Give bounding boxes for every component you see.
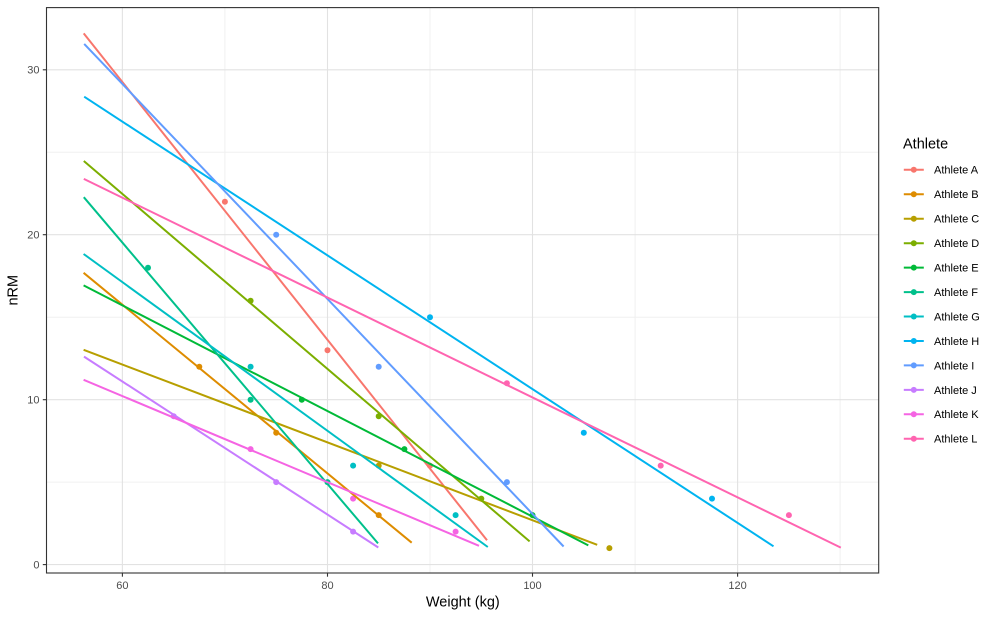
svg-text:30: 30 [27, 65, 39, 77]
svg-text:0: 0 [33, 560, 39, 572]
svg-text:Athlete E: Athlete E [934, 263, 979, 275]
svg-text:Athlete F: Athlete F [934, 287, 978, 299]
svg-text:nRM: nRM [6, 275, 22, 306]
svg-text:100: 100 [523, 580, 541, 592]
svg-text:Athlete G: Athlete G [934, 311, 980, 323]
svg-text:Athlete L: Athlete L [934, 434, 977, 446]
svg-text:Athlete A: Athlete A [934, 165, 979, 177]
svg-text:Weight (kg): Weight (kg) [426, 595, 500, 611]
svg-text:Athlete I: Athlete I [934, 360, 974, 372]
svg-text:10: 10 [27, 395, 39, 407]
svg-text:80: 80 [321, 580, 333, 592]
svg-text:60: 60 [116, 580, 128, 592]
svg-text:Athlete K: Athlete K [934, 409, 979, 421]
svg-text:Athlete B: Athlete B [934, 189, 979, 201]
svg-text:20: 20 [27, 230, 39, 242]
svg-text:120: 120 [728, 580, 746, 592]
svg-text:Athlete J: Athlete J [934, 385, 977, 397]
svg-text:Athlete H: Athlete H [934, 336, 979, 348]
svg-text:Athlete: Athlete [903, 136, 948, 152]
svg-text:Athlete C: Athlete C [934, 214, 979, 226]
svg-text:Athlete D: Athlete D [934, 238, 979, 250]
